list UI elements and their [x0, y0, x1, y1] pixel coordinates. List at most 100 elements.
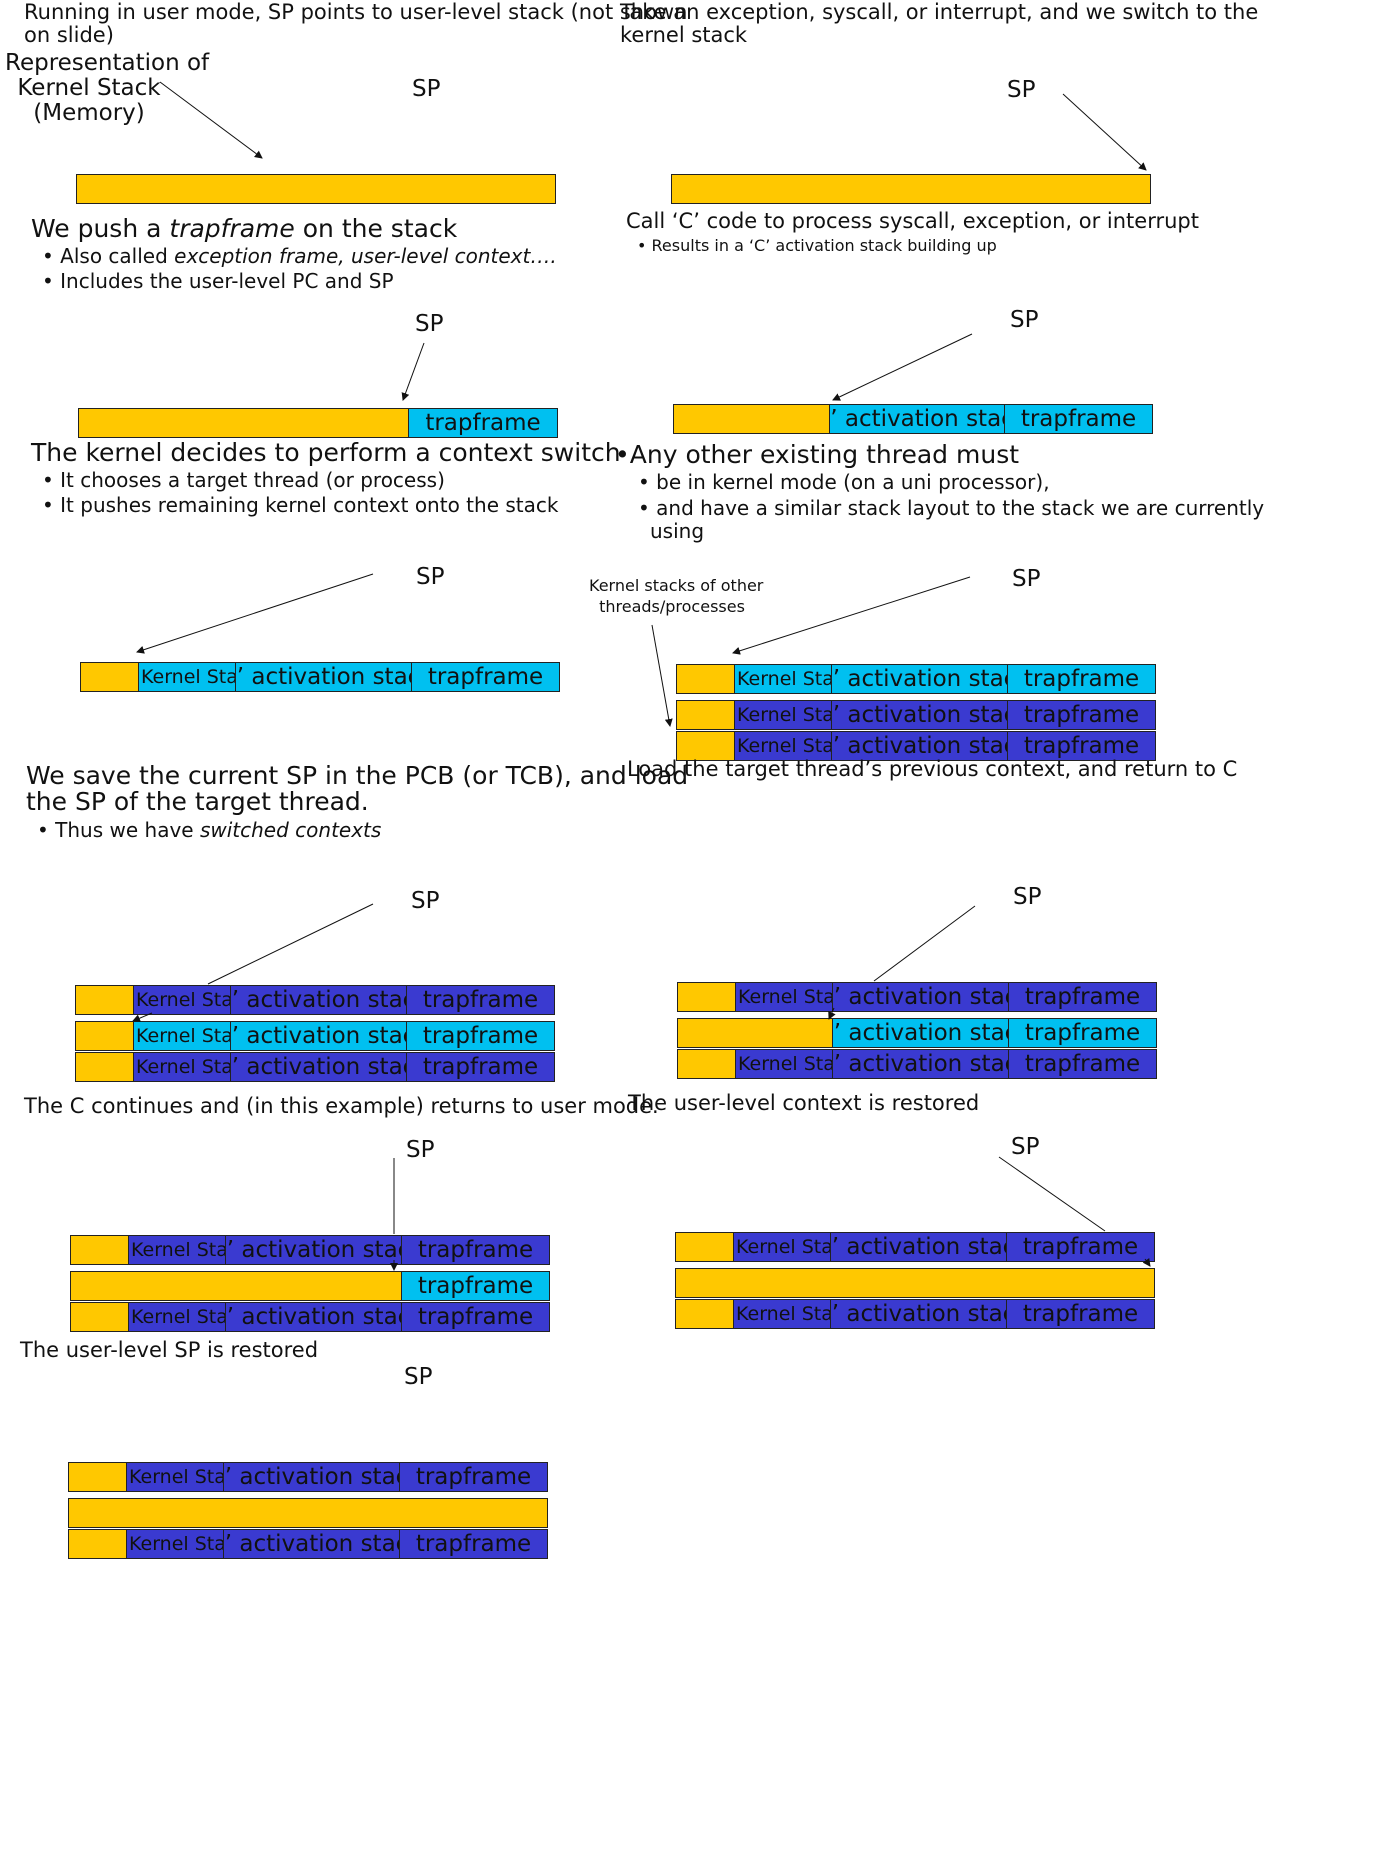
panel8-caption: Load the target thread’s previous contex…	[627, 757, 1238, 781]
sp-label: SP	[411, 888, 440, 914]
kernel-state-segment: Kernel State	[126, 1463, 223, 1491]
panel3-bullet2: • Includes the user-level PC and SP	[42, 269, 394, 293]
kernel-state-segment: Kernel State	[133, 986, 230, 1014]
sp-label: SP	[416, 564, 445, 590]
kernel-stack-bar-other: Kernel State ‘C’ activation stack trapfr…	[675, 1232, 1155, 1262]
c-activation-segment: ‘C’ activation stack	[230, 1053, 406, 1081]
panel6-bullet2: • and have a similar stack layout to the…	[638, 496, 1265, 520]
other-stacks-label-line2: threads/processes	[599, 597, 745, 616]
c-activation-segment: ‘C’ activation stack	[830, 1233, 1006, 1261]
kernel-stack-bar-other: Kernel State ‘C’ activation stack trapfr…	[675, 1299, 1155, 1329]
stack-empty-region	[79, 409, 408, 437]
kernel-stack-bar	[671, 174, 1151, 204]
kernel-stack-bar-current: ‘C’ activation stack trapframe	[677, 1018, 1157, 1048]
sp-label: SP	[412, 76, 441, 102]
pointer-arrow	[732, 576, 971, 655]
stack-empty-region	[69, 1463, 126, 1491]
pointer-arrow-segment	[873, 905, 976, 982]
other-stacks-label-line1: Kernel stacks of other	[589, 576, 764, 595]
trapframe-segment: trapframe	[406, 986, 554, 1014]
kernel-stack-bar	[76, 174, 556, 204]
trapframe-segment: trapframe	[1007, 701, 1155, 729]
kernel-stack-bar-other: Kernel State ‘C’ activation stack trapfr…	[676, 700, 1156, 730]
panel7-bullet1: • Thus we have switched contexts	[37, 818, 382, 842]
sp-label: SP	[1007, 77, 1036, 103]
kernel-state-segment: Kernel State	[126, 1530, 223, 1558]
kernel-state-segment: Kernel State	[734, 701, 831, 729]
kernel-state-segment: Kernel State	[735, 1050, 832, 1078]
pointer-arrow	[159, 81, 263, 159]
panel7-caption-cont: the SP of the target thread.	[26, 787, 369, 816]
pointer-arrow-segment	[207, 903, 374, 985]
trapframe-segment: trapframe	[401, 1303, 549, 1331]
stack-empty-region	[81, 663, 138, 691]
kernel-stack-bar-other: Kernel State ‘C’ activation stack trapfr…	[68, 1529, 548, 1559]
sp-label: SP	[406, 1137, 435, 1163]
c-activation-segment: ‘C’ activation stack	[223, 1463, 399, 1491]
kernel-stack-bar-current: Kernel State ‘C’ activation stack trapfr…	[676, 664, 1156, 694]
stack-empty-region	[76, 1022, 133, 1050]
kernel-stack-bar-other: Kernel State ‘C’ activation stack trapfr…	[677, 982, 1157, 1012]
kernel-stack-bar-other: Kernel State ‘C’ activation stack trapfr…	[70, 1302, 550, 1332]
pointer-arrow	[832, 333, 973, 401]
sp-label: SP	[1011, 1134, 1040, 1160]
c-activation-segment: ‘C’ activation stack	[832, 1019, 1008, 1047]
trapframe-segment: trapframe	[1008, 1019, 1156, 1047]
panel2-caption: Take an exception, syscall, or interrupt…	[620, 0, 1259, 24]
stack-empty-region	[76, 1053, 133, 1081]
panel11-caption: The user-level SP is restored	[20, 1338, 319, 1362]
trapframe-segment: trapframe	[1008, 1050, 1156, 1078]
c-activation-segment: ‘C’ activation stack	[831, 701, 1007, 729]
pointer-arrow	[1062, 93, 1147, 171]
stack-label-line2: Kernel Stack	[17, 75, 161, 101]
trapframe-segment: trapframe	[406, 1022, 554, 1050]
stack-empty-region	[77, 175, 555, 203]
trapframe-segment: trapframe	[1007, 665, 1155, 693]
c-activation-segment: ‘C’ activation stack	[235, 663, 411, 691]
panel2-caption-cont: kernel stack	[620, 23, 748, 47]
sp-label: SP	[1013, 884, 1042, 910]
trapframe-segment: trapframe	[1008, 983, 1156, 1011]
panel5-caption: The kernel decides to perform a context …	[31, 438, 621, 467]
panel9-caption: The C continues and (in this example) re…	[24, 1094, 659, 1118]
stack-empty-region	[676, 1269, 1154, 1297]
kernel-stack-bar-current: Kernel State ‘C’ activation stack trapfr…	[75, 1021, 555, 1051]
c-activation-segment: ‘C’ activation stack	[830, 1300, 1006, 1328]
sp-label: SP	[404, 1364, 433, 1390]
trapframe-segment: trapframe	[399, 1463, 547, 1491]
c-activation-segment: ‘C’ activation stack	[832, 983, 1008, 1011]
kernel-stack-bar-current	[68, 1498, 548, 1528]
sp-label: SP	[1010, 307, 1039, 333]
trapframe-segment: trapframe	[401, 1236, 549, 1264]
pointer-arrow	[828, 1007, 836, 1020]
kernel-stack-bar-other: Kernel State ‘C’ activation stack trapfr…	[68, 1462, 548, 1492]
pointer-arrow	[132, 1012, 153, 1022]
kernel-state-segment: Kernel State	[128, 1236, 225, 1264]
panel6-bullet2-cont: using	[650, 519, 705, 543]
c-activation-segment: ‘C’ activation stack	[230, 1022, 406, 1050]
kernel-stack-bar: Kernel State ‘C’ activation stack trapfr…	[80, 662, 560, 692]
trapframe-segment: trapframe	[406, 1053, 554, 1081]
kernel-state-segment: Kernel State	[733, 1300, 830, 1328]
pointer-arrow	[401, 342, 425, 401]
pointer-arrow	[1142, 1257, 1151, 1267]
kernel-stack-bar-current	[675, 1268, 1155, 1298]
kernel-state-segment: Kernel State	[138, 663, 235, 691]
stack-empty-region	[672, 175, 1150, 203]
panel4-bullet1: • Results in a ‘C’ activation stack buil…	[637, 236, 997, 255]
trapframe-segment: trapframe	[399, 1530, 547, 1558]
stack-empty-region	[676, 1300, 733, 1328]
sp-label: SP	[1012, 566, 1041, 592]
sp-label: SP	[415, 311, 444, 337]
c-activation-segment: ‘C’ activation stack	[223, 1530, 399, 1558]
stack-empty-region	[677, 701, 734, 729]
c-activation-segment: ‘C’ activation stack	[225, 1303, 401, 1331]
kernel-state-segment: Kernel State	[735, 983, 832, 1011]
stack-empty-region	[678, 1019, 832, 1047]
c-activation-segment: ‘C’ activation stack	[829, 405, 1004, 433]
c-activation-segment: ‘C’ activation stack	[230, 986, 406, 1014]
kernel-stack-bar-other: Kernel State ‘C’ activation stack trapfr…	[677, 1049, 1157, 1079]
stack-empty-region	[69, 1499, 547, 1527]
stack-empty-region	[71, 1236, 128, 1264]
c-activation-segment: ‘C’ activation stack	[225, 1236, 401, 1264]
